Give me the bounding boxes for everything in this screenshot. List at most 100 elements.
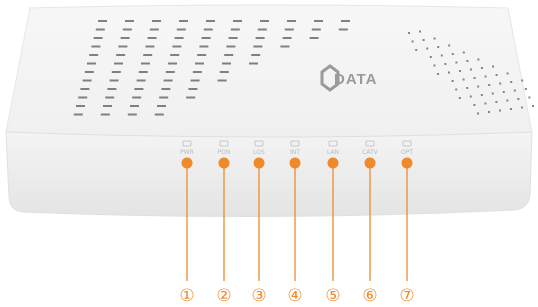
led-label: CATV xyxy=(362,149,378,156)
vent-dot xyxy=(528,97,530,99)
vent-dot xyxy=(492,66,494,68)
vent-dot xyxy=(473,104,475,106)
vent-dot xyxy=(412,41,414,43)
vent-slot xyxy=(89,54,98,56)
vent-slot xyxy=(249,63,258,65)
vent-slot xyxy=(150,29,159,31)
vent-dot xyxy=(470,69,472,71)
vent-dot xyxy=(433,65,435,67)
vent-slot xyxy=(145,46,154,48)
vent-slot xyxy=(220,71,229,73)
led-dot xyxy=(365,158,376,169)
vent-slot xyxy=(157,105,166,107)
device-front xyxy=(6,132,532,217)
vent-slot xyxy=(164,80,173,82)
vent-slot xyxy=(224,54,233,56)
vent-dot xyxy=(488,111,490,113)
vent-slot xyxy=(188,88,197,90)
vent-slot xyxy=(78,97,87,99)
device-diagram: DATA PWR①PON②LOS③INT④LAN⑤CATV⑥OPT⑦ xyxy=(0,0,538,307)
vent-slot xyxy=(101,114,110,116)
vent-slot xyxy=(193,71,202,73)
vent-dot xyxy=(423,39,425,41)
vent-dot xyxy=(485,76,487,78)
callout-number: ⑦ xyxy=(399,286,414,306)
vent-dot xyxy=(437,73,439,75)
callout-number: ① xyxy=(179,286,194,306)
vent-slot xyxy=(310,37,319,39)
vent-slot xyxy=(222,63,231,65)
led-dot xyxy=(290,158,301,169)
callout-number: ② xyxy=(216,286,231,306)
vent-dot xyxy=(514,90,516,92)
vent-dot xyxy=(503,91,505,93)
vent-slot xyxy=(130,105,139,107)
vent-slot xyxy=(105,97,114,99)
vent-slot xyxy=(202,37,211,39)
vent-dot xyxy=(510,108,512,110)
vent-dot xyxy=(455,89,457,91)
vent-slot xyxy=(199,46,208,48)
vent-dot xyxy=(463,79,465,81)
vent-slot xyxy=(170,54,179,56)
vent-slot xyxy=(141,63,150,65)
callout-number: ⑤ xyxy=(325,286,340,306)
callout-number: ⑥ xyxy=(362,286,377,306)
vent-dot xyxy=(444,63,446,65)
vent-slot xyxy=(116,54,125,56)
vent-slot xyxy=(283,37,292,39)
vent-slot xyxy=(312,29,321,31)
vent-dot xyxy=(452,80,454,82)
vent-dot xyxy=(459,97,461,99)
vent-dot xyxy=(437,46,439,48)
vent-slot xyxy=(96,29,105,31)
vent-slot xyxy=(98,20,107,22)
vent-dot xyxy=(459,70,461,72)
vent-dot xyxy=(408,32,410,34)
vent-slot xyxy=(341,20,350,22)
vent-dot xyxy=(474,77,476,79)
vent-slot xyxy=(112,71,121,73)
vent-dot xyxy=(481,94,483,96)
led-dot xyxy=(402,158,413,169)
brand-name: DATA xyxy=(334,71,377,88)
led-label: PON xyxy=(218,149,231,156)
vent-dot xyxy=(441,55,443,57)
vent-slot xyxy=(258,29,267,31)
vent-slot xyxy=(161,88,170,90)
vent-slot xyxy=(206,20,215,22)
vent-slot xyxy=(125,20,134,22)
vent-dot xyxy=(466,60,468,62)
vent-dot xyxy=(521,80,523,82)
vent-slot xyxy=(134,88,143,90)
vent-slot xyxy=(83,80,92,82)
led-dot xyxy=(328,158,339,169)
vent-dot xyxy=(452,53,454,55)
vent-slot xyxy=(229,37,238,39)
vent-slot xyxy=(87,63,96,65)
vent-dot xyxy=(507,73,509,75)
led-label: INT xyxy=(290,149,300,156)
vent-slot xyxy=(159,97,168,99)
vent-slot xyxy=(172,46,181,48)
led-label: LAN xyxy=(327,149,339,156)
vent-dot xyxy=(484,103,486,105)
vent-slot xyxy=(139,71,148,73)
vent-dot xyxy=(477,59,479,61)
vent-dot xyxy=(430,56,432,58)
vent-slot xyxy=(118,46,127,48)
vent-slot xyxy=(175,37,184,39)
vent-slot xyxy=(256,37,265,39)
vent-slot xyxy=(137,80,146,82)
vent-slot xyxy=(110,80,119,82)
vent-dot xyxy=(455,62,457,64)
vent-dot xyxy=(488,84,490,86)
led-label: LOS xyxy=(253,149,265,156)
led-dot xyxy=(254,158,265,169)
led-dot xyxy=(182,158,193,169)
vent-slot xyxy=(218,80,227,82)
vent-slot xyxy=(231,29,240,31)
vent-dot xyxy=(470,96,472,98)
vent-dot xyxy=(419,31,421,33)
vent-dot xyxy=(499,83,501,85)
